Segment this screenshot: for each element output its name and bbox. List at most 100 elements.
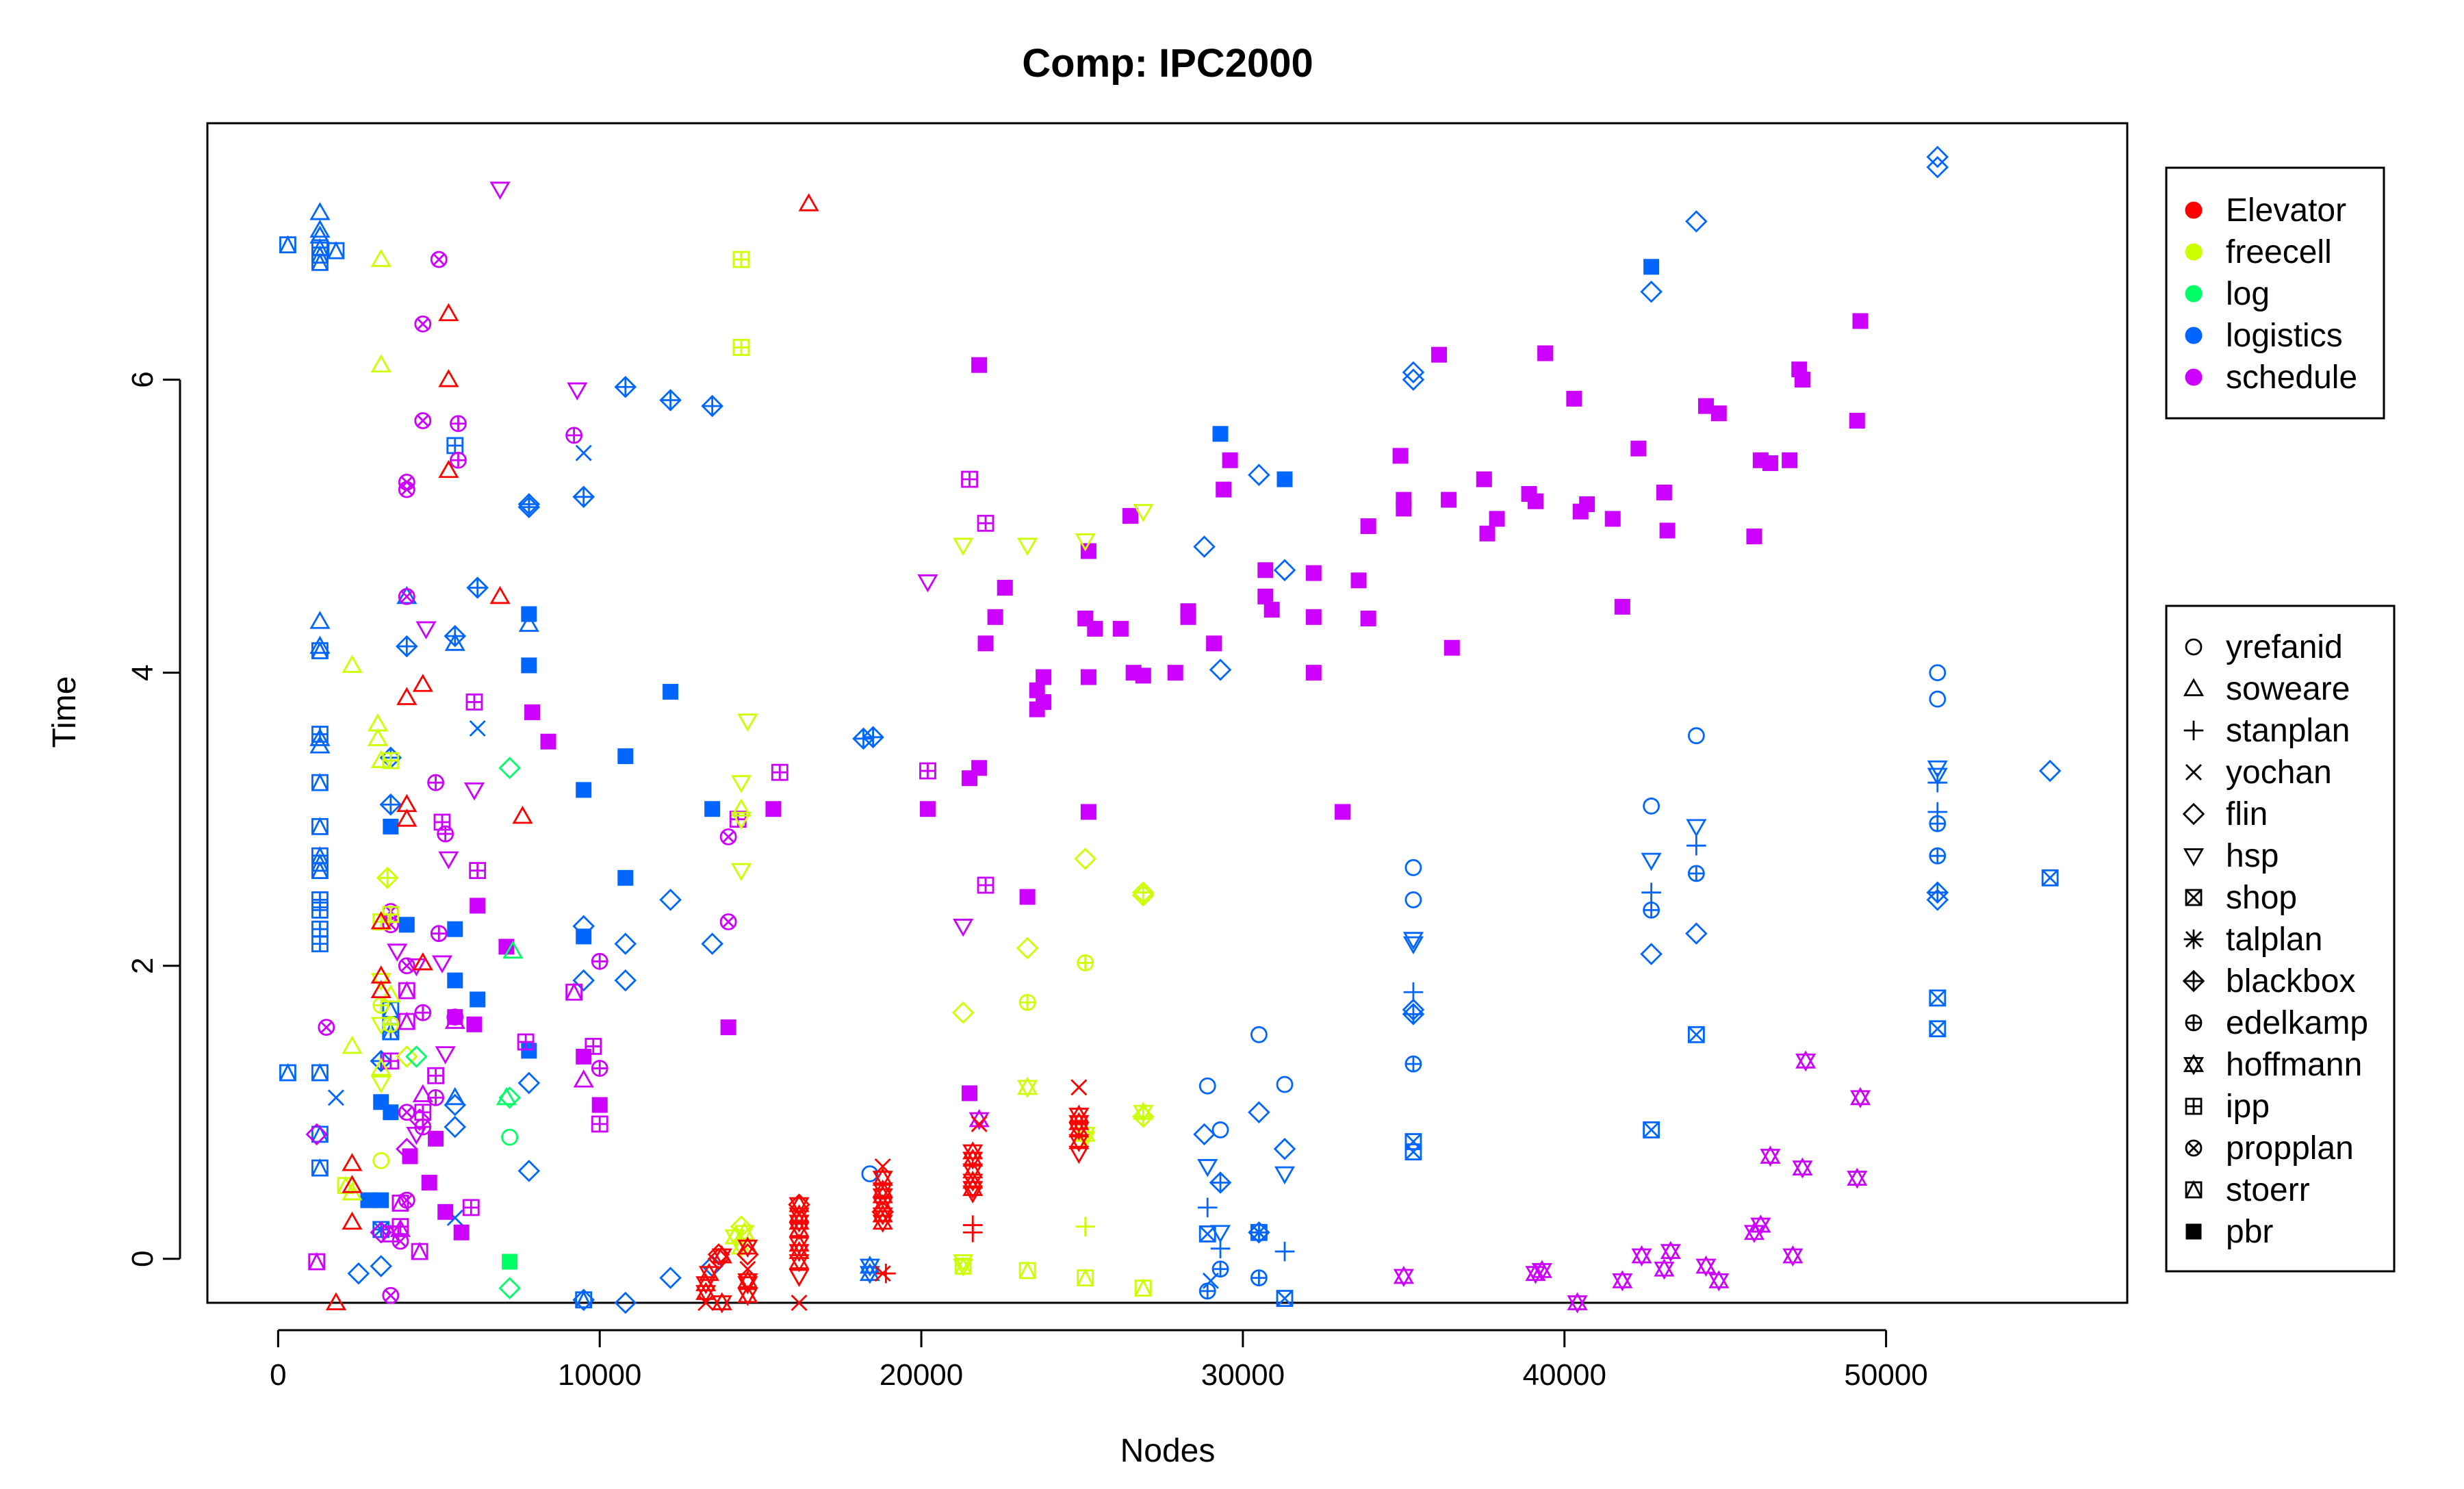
data-point-logistics-hsp (1402, 936, 1424, 955)
data-point-logistics-hsp (1686, 819, 1707, 837)
data-point-schedule-pbr (428, 1130, 444, 1147)
data-point-logistics-flin (1926, 155, 1949, 179)
data-point-schedule-pbr (1122, 508, 1138, 524)
data-point-logistics-soweare (309, 225, 331, 244)
data-point-schedule-pbr (1794, 372, 1810, 388)
data-point-logistics-shop (1643, 1121, 1660, 1138)
data-point-schedule-pbr (1476, 471, 1492, 487)
data-point-freecell-yrefanid (372, 1151, 390, 1169)
plot-area (206, 122, 2129, 1304)
color-legend-swatch (2185, 201, 2203, 219)
data-point-logistics-soweare (444, 633, 465, 651)
data-point-elevator-yochan (971, 1115, 988, 1132)
x-tick-label: 40000 (1523, 1358, 1606, 1392)
data-point-schedule-hoffmann (968, 1108, 990, 1130)
shape-legend-label: yochan (2226, 754, 2332, 791)
data-point-freecell-soweare (380, 984, 401, 1003)
data-point-logistics-stoerr (311, 773, 329, 791)
data-point-schedule-pbr (591, 1097, 608, 1113)
data-point-schedule-ipp (462, 1199, 480, 1217)
shape-legend-label: stanplan (2226, 713, 2350, 749)
data-point-log-pbr (502, 1253, 518, 1270)
data-point-schedule-hoffmann (1760, 1145, 1781, 1167)
data-point-schedule-hsp (415, 621, 437, 639)
color-legend: Elevator freecell log logistics schedule (2165, 166, 2385, 420)
data-point-logistics-blackbox (659, 389, 682, 411)
data-point-schedule-edelkamp (414, 1004, 432, 1021)
data-point-logistics-stoerr (311, 1062, 329, 1082)
data-point-schedule-pbr (1852, 313, 1869, 329)
data-point-logistics-yrefanid (1276, 1076, 1294, 1093)
data-point-logistics-soweare (309, 635, 331, 654)
data-point-schedule-propplan (414, 315, 432, 333)
data-point-schedule-hoffmann (1567, 1292, 1588, 1314)
shape-legend-marker-soweare (2183, 678, 2205, 696)
y-tick-label: 2 (126, 957, 159, 973)
data-point-freecell-hsp (730, 863, 752, 882)
shape-legend-label: talplan (2226, 921, 2322, 958)
shape-legend: yrefanid soweare stanplan yochan flin hsp shop… (2165, 604, 2396, 1273)
data-point-freecell-soweare (342, 654, 363, 673)
data-point-elevator-hoffmann (698, 1262, 720, 1284)
data-point-schedule-propplan (719, 828, 737, 845)
data-point-elevator-hoffmann (1068, 1119, 1090, 1141)
shape-legend-marker-edelkamp (2185, 1014, 2203, 1032)
shape-legend-marker-flin (2182, 802, 2205, 826)
data-point-logistics-yochan (575, 444, 592, 461)
data-point-logistics-flin (572, 969, 595, 992)
data-point-schedule-pbr (453, 1224, 470, 1240)
data-point-schedule-flin (370, 1221, 392, 1244)
data-point-schedule-pbr (1257, 588, 1274, 604)
shape-legend-marker-hoffmann (2183, 1054, 2205, 1076)
data-point-freecell-soweare (370, 354, 392, 373)
data-point-schedule-edelkamp (427, 774, 444, 791)
data-point-log-flin (498, 1086, 521, 1109)
shape-legend-marker-ipp (2185, 1097, 2203, 1115)
data-point-logistics-edelkamp (1250, 1269, 1268, 1287)
data-point-freecell-hsp (370, 1017, 392, 1035)
data-point-logistics-yochan (327, 1089, 344, 1106)
data-point-elevator-hoffmann (737, 1236, 758, 1258)
data-point-logistics-blackbox (852, 727, 875, 750)
data-point-schedule-pbr (1441, 492, 1457, 508)
data-point-freecell-hsp (1133, 504, 1154, 522)
data-point-logistics-ipp (311, 726, 329, 743)
shape-legend-marker-talplan (2183, 929, 2204, 950)
data-point-schedule-pbr (1479, 525, 1496, 542)
x-tick-label: 0 (270, 1358, 286, 1392)
data-point-logistics-pbr (617, 748, 634, 765)
data-point-schedule-pbr (1019, 889, 1036, 905)
shape-legend-marker-stoerr (2185, 1180, 2203, 1199)
data-point-schedule-hoffmann (1631, 1245, 1652, 1267)
data-point-freecell-soweare (370, 750, 392, 768)
data-point-schedule-pbr (1036, 693, 1052, 710)
data-point-logistics-stoerr (311, 1158, 329, 1177)
data-point-logistics-edelkamp (1404, 1055, 1422, 1073)
data-point-freecell-hsp (1017, 537, 1038, 556)
data-point-schedule-ipp (919, 762, 936, 780)
data-point-schedule-pbr (1180, 603, 1196, 620)
y-tick-label: 6 (126, 371, 159, 387)
data-point-freecell-hoffmann (1133, 1102, 1154, 1123)
data-point-schedule-pbr (1350, 572, 1367, 589)
data-point-freecell-hsp (953, 1254, 974, 1273)
data-point-logistics-flin (444, 1115, 467, 1138)
data-point-schedule-pbr (1710, 405, 1727, 422)
data-point-logistics-flin (1402, 368, 1425, 391)
data-point-logistics-hsp (1402, 932, 1424, 950)
data-point-schedule-propplan (382, 1286, 400, 1304)
data-point-logistics-blackbox (1209, 1171, 1232, 1194)
shape-legend-label: flin (2226, 796, 2268, 832)
data-point-elevator-hsp (962, 1185, 984, 1204)
data-point-logistics-shop (2041, 869, 2059, 887)
data-point-schedule-ipp (961, 470, 978, 488)
shape-legend-marker-hsp (2183, 848, 2205, 867)
data-point-schedule-pbr (1087, 620, 1103, 637)
data-point-freecell-soweare (370, 1058, 392, 1076)
data-point-schedule-edelkamp (591, 952, 608, 970)
data-point-logistics-flin (1640, 280, 1663, 303)
shape-legend-marker-stanplan (2183, 720, 2204, 741)
data-point-logistics-pbr (704, 801, 721, 817)
data-point-logistics-flin (1640, 943, 1663, 965)
data-point-schedule-flin (408, 1108, 431, 1131)
